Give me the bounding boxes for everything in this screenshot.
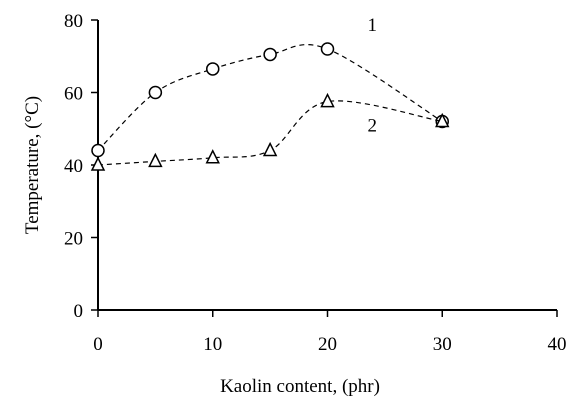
y-tick-label: 40 [64,156,83,177]
data-point-triangle [435,112,450,128]
y-tick-label: 60 [64,84,83,105]
y-tick-label: 20 [64,229,83,250]
x-tick-label: 0 [93,334,103,355]
series-1-line [97,44,443,151]
data-point-triangle [148,152,163,168]
x-tick-label: 20 [318,334,337,355]
data-point-circle [91,143,105,158]
data-point-triangle [90,156,106,171]
y-tick-label: 80 [64,11,83,32]
x-axis-title: Kaolin content, (phr) [220,376,380,397]
y-tick-label: 0 [74,301,84,322]
data-point-circle [206,62,220,76]
data-point-circle [320,42,335,56]
data-point-circle [263,47,277,62]
x-tick-label: 40 [548,334,567,355]
data-point-triangle [320,92,335,108]
y-axis-title: Temperature, (°C) [22,96,43,234]
data-point-triangle [262,141,278,157]
series-label-2: 2 [368,116,378,137]
plot-area: 0 10 20 30 40 0 20 40 60 80 1 2 [64,11,567,355]
data-point-circle [148,85,163,100]
data-point-triangle [205,149,220,164]
x-tick-label: 30 [433,334,452,355]
series-label-1: 1 [368,15,378,36]
x-tick-label: 10 [203,334,222,355]
